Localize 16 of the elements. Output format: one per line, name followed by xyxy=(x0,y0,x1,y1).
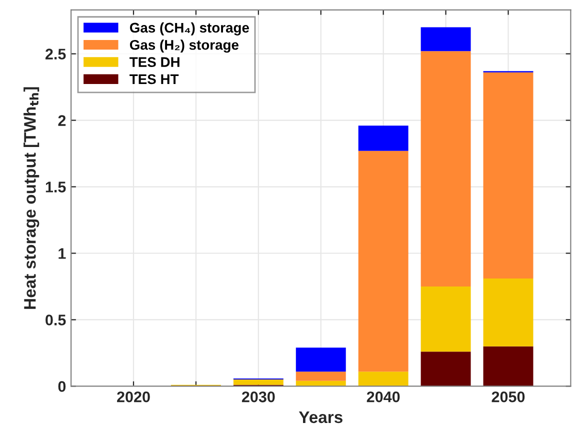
x-tick-label: 2020 xyxy=(117,391,150,402)
y-tick-label: 0.5 xyxy=(46,314,66,326)
legend-label: Gas (CH₄) storage xyxy=(130,22,249,36)
y-tick-label: 0 xyxy=(58,381,66,392)
x-axis-title: Years xyxy=(298,411,342,424)
legend-label: TES HT xyxy=(130,74,179,84)
y-tick-label: 1.5 xyxy=(46,182,66,192)
x-tick-label: 2030 xyxy=(242,391,275,402)
x-tick-label: 2040 xyxy=(366,391,400,402)
y-tick-label: 2 xyxy=(58,115,66,126)
legend-label: TES DH xyxy=(130,57,180,67)
y-axis-title: Heat storage output [TWh$_{th}$] xyxy=(24,87,40,309)
y-tick-label: 1 xyxy=(58,248,66,259)
legend-label: Gas (H₂) storage xyxy=(130,40,239,53)
x-tick-label: 2050 xyxy=(492,391,525,402)
y-tick-label: 2.5 xyxy=(45,48,66,60)
